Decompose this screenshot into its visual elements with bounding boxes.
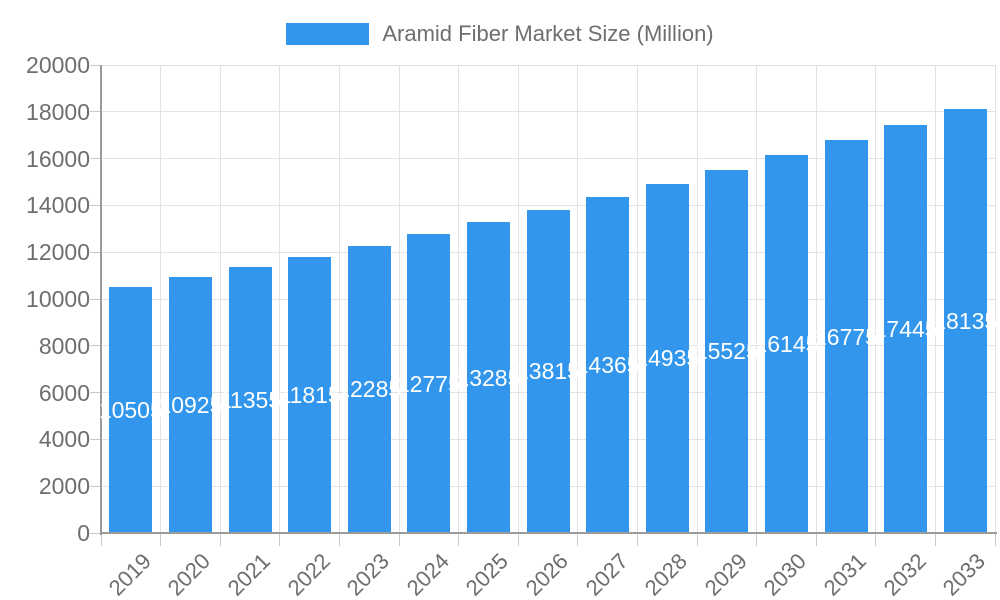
bar-2020[interactable] xyxy=(168,277,212,533)
y-axis-tick-label: 20000 xyxy=(26,52,90,78)
bar-2025[interactable] xyxy=(466,222,510,533)
y-axis-tick-mark xyxy=(90,111,101,113)
x-gridline xyxy=(994,65,996,533)
y-axis-tick-mark xyxy=(90,438,101,440)
bar-2026[interactable] xyxy=(526,209,570,533)
bar-2019[interactable] xyxy=(109,287,153,533)
x-axis-tick-mark xyxy=(696,534,698,546)
x-gridline xyxy=(696,65,698,533)
chart-legend: Aramid Fiber Market Size (Million) xyxy=(0,21,1000,47)
bar-2033[interactable] xyxy=(943,108,987,533)
x-axis-tick-label: 2019 xyxy=(103,548,156,600)
y-axis-tick-mark xyxy=(90,485,101,487)
x-axis-tick-mark xyxy=(756,534,758,546)
bar-2032[interactable] xyxy=(884,124,928,533)
y-gridline xyxy=(101,204,995,206)
x-axis-tick-mark xyxy=(636,534,638,546)
x-axis-tick-mark xyxy=(338,534,340,546)
x-axis-tick-mark xyxy=(517,534,519,546)
bar-2030[interactable] xyxy=(764,155,808,533)
y-gridline xyxy=(101,111,995,113)
x-gridline xyxy=(934,65,936,533)
legend-swatch xyxy=(286,23,370,45)
y-axis-tick-label: 10000 xyxy=(26,286,90,312)
bar-2031[interactable] xyxy=(824,140,868,533)
bar-2028[interactable] xyxy=(645,183,689,533)
x-gridline xyxy=(517,65,519,533)
y-axis-tick-label: 0 xyxy=(77,520,90,546)
x-gridline xyxy=(875,65,877,533)
y-axis-tick-label: 14000 xyxy=(26,192,90,219)
legend-label: Aramid Fiber Market Size (Million) xyxy=(382,21,714,46)
x-gridline xyxy=(279,65,281,533)
y-axis-tick-mark xyxy=(90,345,101,347)
x-gridline xyxy=(577,65,579,533)
y-axis-tick-mark xyxy=(90,251,101,253)
y-axis-tick-mark xyxy=(90,64,101,66)
y-axis-tick-label: 12000 xyxy=(26,239,90,266)
bar-2023[interactable] xyxy=(347,245,391,533)
x-gridline xyxy=(815,65,817,533)
x-axis-tick-mark xyxy=(100,534,102,546)
x-axis-tick-mark xyxy=(815,534,817,546)
y-axis-tick-label: 16000 xyxy=(26,145,90,172)
x-axis-tick-mark xyxy=(934,534,936,546)
x-gridline xyxy=(756,65,758,533)
y-axis-tick-mark xyxy=(90,532,101,534)
y-gridline xyxy=(101,64,995,66)
x-gridline xyxy=(219,65,221,533)
y-axis-tick-mark xyxy=(90,392,101,394)
x-axis-tick-mark xyxy=(279,534,281,546)
legend-item[interactable]: Aramid Fiber Market Size (Million) xyxy=(286,21,714,47)
bar-2022[interactable] xyxy=(288,256,332,533)
x-gridline xyxy=(338,65,340,533)
x-axis-tick-mark xyxy=(875,534,877,546)
y-axis-tick-label: 8000 xyxy=(38,332,90,359)
x-axis-tick-mark xyxy=(577,534,579,546)
x-axis-line xyxy=(100,532,997,534)
y-axis-tick-mark xyxy=(90,298,101,300)
x-axis-tick-mark xyxy=(398,534,400,546)
bar-2027[interactable] xyxy=(586,196,630,533)
bar-2021[interactable] xyxy=(228,267,272,533)
y-axis-tick-mark xyxy=(90,158,101,160)
bar-2029[interactable] xyxy=(705,169,749,533)
y-axis-line xyxy=(100,65,102,535)
x-axis-tick-mark xyxy=(160,534,162,546)
y-axis-tick-label: 18000 xyxy=(26,98,90,125)
x-gridline xyxy=(398,65,400,533)
x-axis-tick-mark xyxy=(219,534,221,546)
y-axis-tick-label: 4000 xyxy=(38,426,90,453)
y-axis-tick-label: 6000 xyxy=(38,379,90,406)
x-axis-tick-mark xyxy=(994,534,996,546)
y-axis-tick-label: 2000 xyxy=(38,473,90,500)
y-axis-tick-mark xyxy=(90,204,101,206)
x-gridline xyxy=(636,65,638,533)
y-gridline xyxy=(101,158,995,160)
x-gridline xyxy=(458,65,460,533)
x-axis-tick-mark xyxy=(458,534,460,546)
x-gridline xyxy=(160,65,162,533)
bar-2024[interactable] xyxy=(407,234,451,533)
